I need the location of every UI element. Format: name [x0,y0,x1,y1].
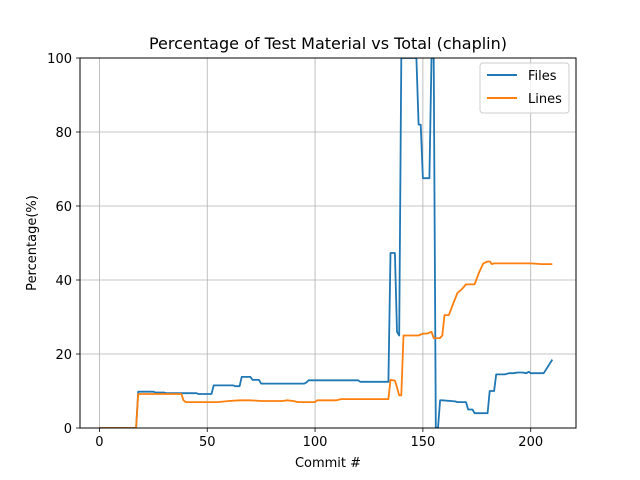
y-tick-label: 100 [47,52,72,67]
y-axis-label: Percentage(%) [25,195,40,291]
axis-ticks: 0 50 100 150 200 0 20 40 60 80 100 [47,52,543,450]
x-axis-label: Commit # [295,456,361,471]
series-layer [99,58,554,428]
x-tick-label: 50 [199,435,216,450]
x-tick-label: 150 [410,435,435,450]
y-tick-label: 40 [55,274,72,289]
plot-frame [79,57,577,429]
x-tick-label: 100 [303,435,328,450]
y-tick-label: 20 [55,348,72,363]
legend-label-files: Files [528,69,557,84]
legend: Files Lines [479,62,570,114]
y-tick-label: 0 [64,422,72,437]
y-tick-label: 60 [55,200,72,215]
series-line-lines [99,260,553,428]
legend-label-lines: Lines [528,92,562,107]
x-tick-label: 0 [95,435,103,450]
x-tick-label: 200 [518,435,543,450]
series-line-files [99,58,554,428]
chart-title: Percentage of Test Material vs Total (ch… [149,34,507,53]
y-tick-label: 80 [55,126,72,141]
